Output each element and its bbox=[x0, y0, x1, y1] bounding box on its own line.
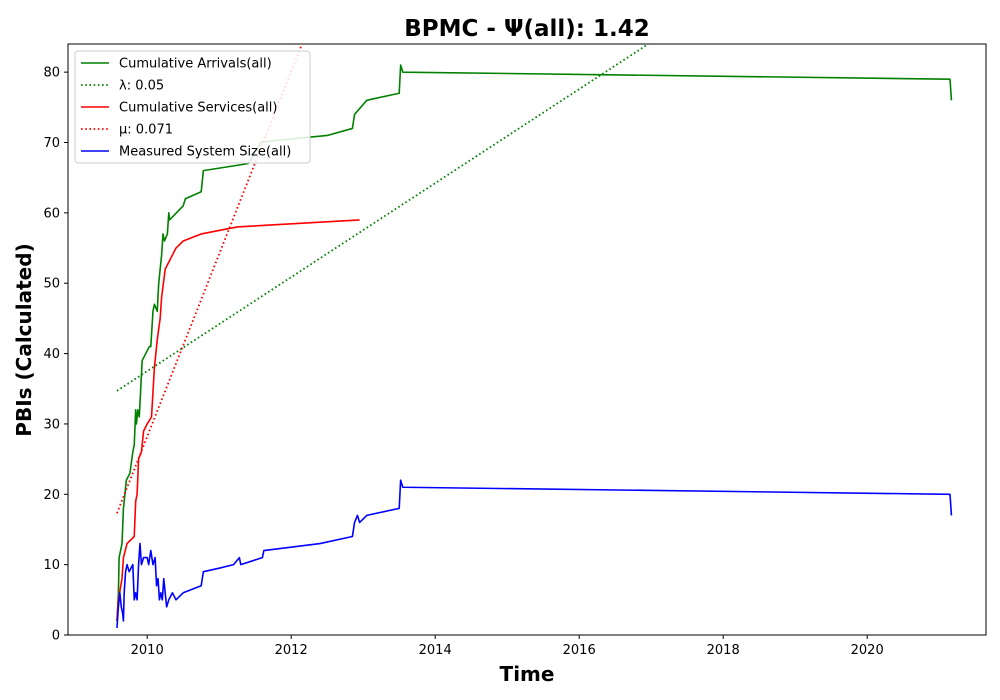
x-tick-label: 2014 bbox=[419, 643, 452, 658]
x-tick-label: 2018 bbox=[707, 643, 740, 658]
x-tick-label: 2016 bbox=[563, 643, 596, 658]
x-axis-title: Time bbox=[500, 662, 555, 686]
legend-label-4: μ: 0.071 bbox=[119, 123, 173, 138]
chart-title: BPMC - Ψ(all): 1.42 bbox=[404, 16, 650, 42]
x-tick-label: 2020 bbox=[851, 643, 884, 658]
series-line-1 bbox=[116, 64, 953, 621]
y-tick-label: 40 bbox=[43, 347, 60, 362]
y-axis-title: PBIs (Calculated) bbox=[12, 243, 36, 436]
y-tick-label: 0 bbox=[52, 629, 60, 644]
y-tick-label: 80 bbox=[43, 66, 60, 81]
series-line-3 bbox=[116, 219, 360, 621]
series-line-5 bbox=[116, 479, 953, 629]
x-tick-label: 2012 bbox=[275, 643, 308, 658]
series-layer bbox=[116, 44, 953, 629]
legend-label-3: Cumulative Services(all) bbox=[119, 101, 277, 116]
y-tick-label: 20 bbox=[43, 488, 60, 503]
series-line-2 bbox=[116, 44, 649, 392]
x-tick-label: 2010 bbox=[131, 643, 164, 658]
legend-label-5: Measured System Size(all) bbox=[119, 145, 291, 160]
legend-label-1: Cumulative Arrivals(all) bbox=[119, 57, 272, 72]
legend: Cumulative Arrivals(all) λ: 0.05 Cumulativ… bbox=[74, 50, 311, 164]
y-tick-label: 30 bbox=[43, 417, 60, 432]
legend-box bbox=[74, 50, 311, 164]
y-tick-label: 60 bbox=[43, 206, 60, 221]
y-tick-label: 10 bbox=[43, 558, 60, 573]
y-tick-label: 70 bbox=[43, 136, 60, 151]
legend-label-2: λ: 0.05 bbox=[119, 79, 164, 94]
x-axis: 2010 2012 2014 2016 2018 2020 bbox=[131, 635, 884, 658]
y-tick-label: 50 bbox=[43, 277, 60, 292]
y-axis: 0 10 20 30 40 50 60 70 80 bbox=[43, 66, 68, 644]
